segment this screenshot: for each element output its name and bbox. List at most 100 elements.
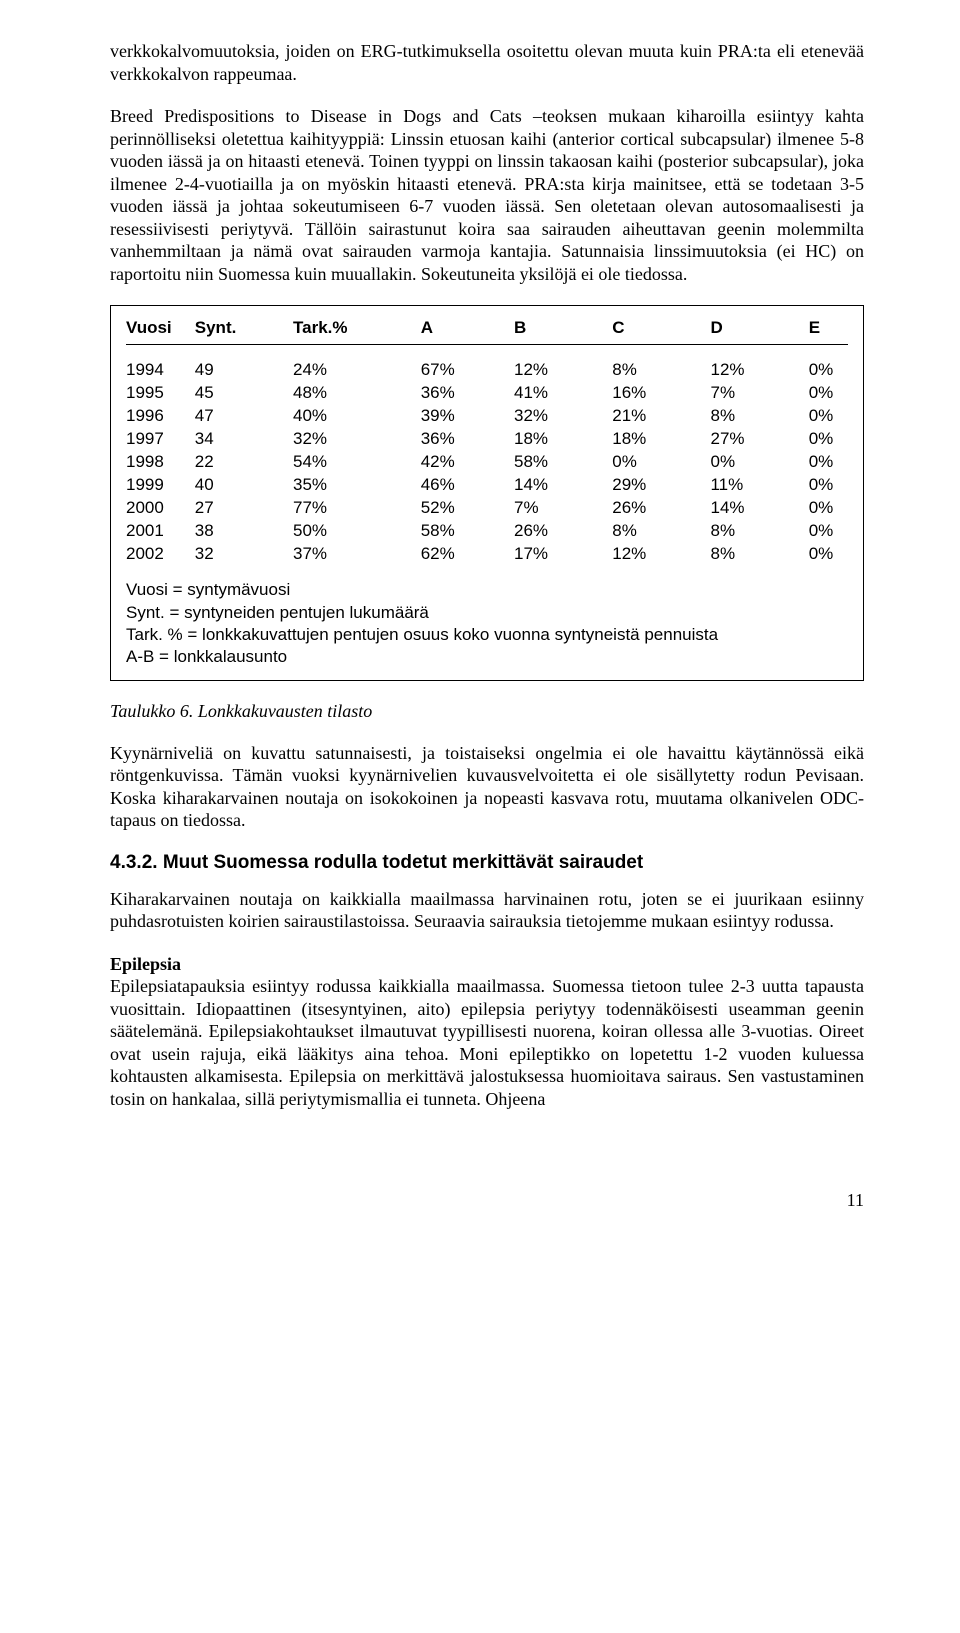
table-cell: 27% (710, 428, 808, 451)
table-caption: Taulukko 6. Lonkkakuvausten tilasto (110, 701, 864, 722)
table-cell: 12% (710, 359, 808, 382)
table-cell: 29% (612, 474, 710, 497)
col-header-vuosi: Vuosi (126, 318, 195, 338)
table-note-4: A-B = lonkkalausunto (126, 646, 848, 668)
table-cell: 41% (514, 382, 612, 405)
table-cell: 1999 (126, 474, 195, 497)
col-header-c: C (612, 318, 710, 338)
table-cell: 1995 (126, 382, 195, 405)
table-cell: 22 (195, 451, 293, 474)
table-cell: 8% (710, 543, 808, 566)
table-cell: 17% (514, 543, 612, 566)
table-cell: 8% (612, 359, 710, 382)
table-cell: 26% (514, 520, 612, 543)
table-cell: 46% (421, 474, 514, 497)
table-cell: 14% (514, 474, 612, 497)
lonkkakuvaus-table: Vuosi Synt. Tark.% A B C D E 19944924%67… (110, 305, 864, 681)
table-cell: 16% (612, 382, 710, 405)
paragraph-harvinainen: Kiharakarvainen noutaja on kaikkialla ma… (110, 888, 864, 933)
table-cell: 0% (809, 382, 848, 405)
table-cell: 0% (809, 474, 848, 497)
table-cell: 32% (293, 428, 421, 451)
table-cell: 7% (514, 497, 612, 520)
table-cell: 12% (514, 359, 612, 382)
table-cell: 0% (809, 359, 848, 382)
col-header-d: D (710, 318, 808, 338)
col-header-e: E (809, 318, 848, 338)
table-cell: 36% (421, 382, 514, 405)
table-cell: 26% (612, 497, 710, 520)
epilepsia-title: Epilepsia (110, 954, 181, 974)
table-cell: 18% (514, 428, 612, 451)
table-cell: 0% (809, 543, 848, 566)
table-cell: 7% (710, 382, 808, 405)
table-cell: 39% (421, 405, 514, 428)
table-note-1: Vuosi = syntymävuosi (126, 579, 848, 601)
col-header-a: A (421, 318, 514, 338)
table-cell: 58% (421, 520, 514, 543)
table-cell: 2002 (126, 543, 195, 566)
col-header-b: B (514, 318, 612, 338)
table-row: 19994035%46%14%29%11%0% (126, 474, 848, 497)
paragraph-epilepsia: Epilepsia Epilepsiatapauksia esiintyy ro… (110, 953, 864, 1111)
table-cell: 0% (710, 451, 808, 474)
table-row: 20002777%52%7%26%14%0% (126, 497, 848, 520)
table-cell: 1998 (126, 451, 195, 474)
table-cell: 21% (612, 405, 710, 428)
table-cell: 47 (195, 405, 293, 428)
table-cell: 12% (612, 543, 710, 566)
table-row: 19964740%39%32%21%8%0% (126, 405, 848, 428)
table-cell: 45 (195, 382, 293, 405)
table-cell: 11% (710, 474, 808, 497)
table-cell: 32 (195, 543, 293, 566)
table-cell: 54% (293, 451, 421, 474)
table-row: 19973432%36%18%18%27%0% (126, 428, 848, 451)
heading-4-3-2: 4.3.2. Muut Suomessa rodulla todetut mer… (110, 852, 864, 874)
paragraph-intro: verkkokalvomuutoksia, joiden on ERG-tutk… (110, 40, 864, 85)
table-header-row: Vuosi Synt. Tark.% A B C D E (126, 318, 848, 345)
table-note-2: Synt. = syntyneiden pentujen lukumäärä (126, 602, 848, 624)
table-cell: 0% (809, 520, 848, 543)
table-cell: 50% (293, 520, 421, 543)
table-row: 19982254%42%58%0%0%0% (126, 451, 848, 474)
table-cell: 27 (195, 497, 293, 520)
table-notes: Vuosi = syntymävuosi Synt. = syntyneiden… (126, 579, 848, 667)
table-cell: 0% (809, 428, 848, 451)
table-cell: 62% (421, 543, 514, 566)
table-cell: 40% (293, 405, 421, 428)
paragraph-breed: Breed Predispositions to Disease in Dogs… (110, 105, 864, 285)
table-cell: 1997 (126, 428, 195, 451)
table-cell: 2001 (126, 520, 195, 543)
table-cell: 2000 (126, 497, 195, 520)
table-cell: 67% (421, 359, 514, 382)
table-row: 19944924%67%12%8%12%0% (126, 359, 848, 382)
table-cell: 8% (710, 520, 808, 543)
table-cell: 35% (293, 474, 421, 497)
table-cell: 1994 (126, 359, 195, 382)
table-cell: 38 (195, 520, 293, 543)
table-cell: 1996 (126, 405, 195, 428)
table-cell: 24% (293, 359, 421, 382)
col-header-synt: Synt. (195, 318, 293, 338)
table-cell: 8% (710, 405, 808, 428)
table-cell: 37% (293, 543, 421, 566)
table-cell: 0% (612, 451, 710, 474)
table-cell: 8% (612, 520, 710, 543)
table-row: 19954548%36%41%16%7%0% (126, 382, 848, 405)
table-cell: 42% (421, 451, 514, 474)
table-note-3: Tark. % = lonkkakuvattujen pentujen osuu… (126, 624, 848, 646)
table-cell: 14% (710, 497, 808, 520)
table-cell: 40 (195, 474, 293, 497)
page-number: 11 (110, 1190, 864, 1211)
table-row: 20013850%58%26%8%8%0% (126, 520, 848, 543)
table-cell: 18% (612, 428, 710, 451)
table-cell: 52% (421, 497, 514, 520)
table-cell: 49 (195, 359, 293, 382)
table-row: 20023237%62%17%12%8%0% (126, 543, 848, 566)
table-cell: 77% (293, 497, 421, 520)
table-cell: 48% (293, 382, 421, 405)
table-cell: 34 (195, 428, 293, 451)
col-header-tark: Tark.% (293, 318, 421, 338)
table-body: 19944924%67%12%8%12%0%19954548%36%41%16%… (126, 359, 848, 565)
epilepsia-body: Epilepsiatapauksia esiintyy rodussa kaik… (110, 976, 864, 1109)
